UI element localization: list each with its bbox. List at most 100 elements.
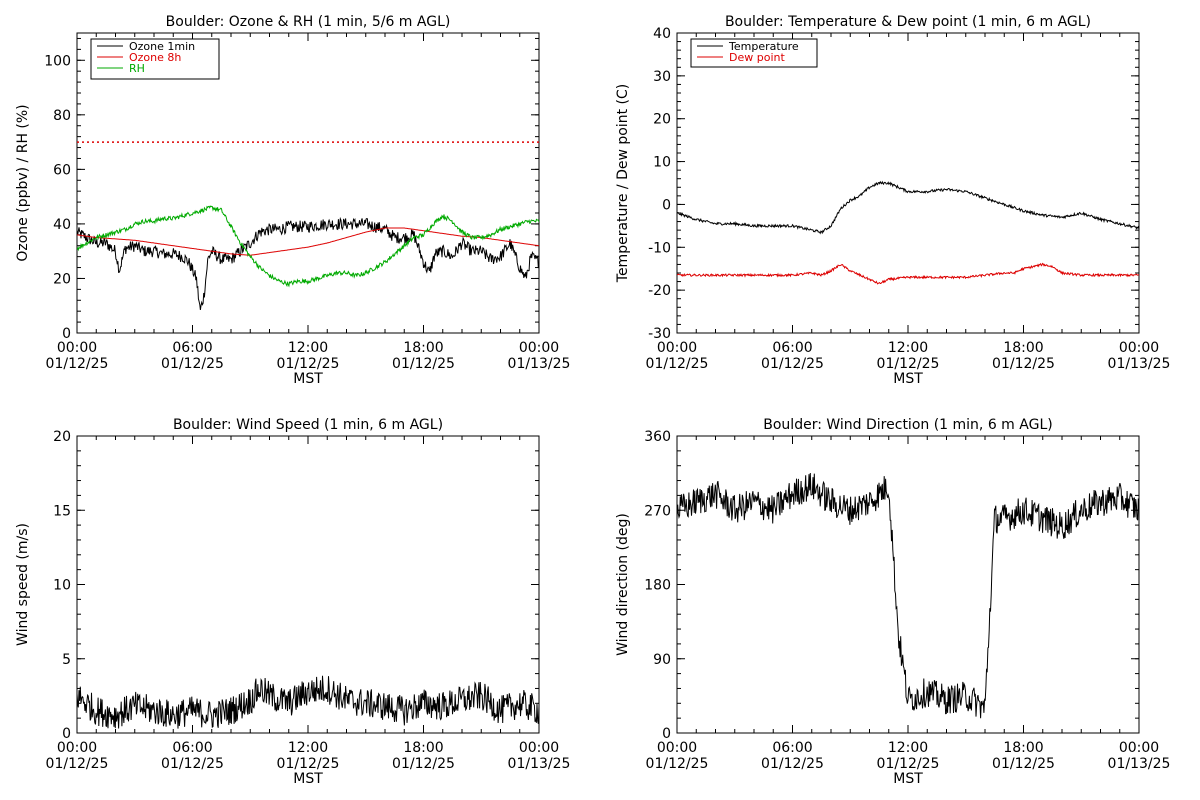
- x-tick-date-label: 01/13/25: [1108, 356, 1171, 372]
- legend-box: [690, 38, 818, 68]
- x-axis-label: MST: [293, 771, 323, 787]
- x-tick-date-label: 01/13/25: [1108, 756, 1171, 772]
- legend-entry: Ozone 8h: [129, 51, 181, 64]
- x-tick-date-label: 01/12/25: [646, 356, 709, 372]
- x-tick-label: 06:00: [172, 340, 212, 356]
- chart-panel-wind_dir: Boulder: Wind Direction (1 min, 6 m AGL)…: [615, 417, 1170, 787]
- series-line-ozone-8h: [77, 227, 539, 256]
- y-axis-label: Ozone (ppbv) / RH (%): [15, 104, 31, 261]
- y-tick-label: 40: [653, 26, 671, 42]
- y-tick-label: 60: [53, 162, 71, 178]
- x-tick-date-label: 01/12/25: [877, 356, 940, 372]
- x-tick-label: 00:00: [57, 740, 97, 756]
- y-tick-label: 10: [53, 578, 71, 594]
- series-line-rh: [77, 205, 539, 288]
- series-line-dew-point: [677, 262, 1139, 285]
- y-tick-label: 90: [653, 652, 671, 668]
- x-tick-date-label: 01/12/25: [161, 356, 224, 372]
- x-tick-date-label: 01/12/25: [46, 756, 109, 772]
- x-tick-date-label: 01/12/25: [392, 356, 455, 372]
- series-line-temperature: [677, 180, 1139, 235]
- x-axis-label: MST: [293, 371, 323, 387]
- x-axis-label: MST: [893, 371, 923, 387]
- y-axis-label: Wind speed (m/s): [15, 523, 31, 646]
- x-tick-date-label: 01/13/25: [508, 356, 571, 372]
- x-tick-label: 18:00: [1003, 340, 1043, 356]
- legend-entry: Dew point: [729, 51, 785, 64]
- y-tick-label: 0: [62, 726, 71, 742]
- x-tick-label: 00:00: [657, 740, 697, 756]
- y-tick-label: 0: [662, 197, 671, 213]
- x-tick-label: 06:00: [772, 340, 812, 356]
- x-tick-date-label: 01/12/25: [992, 756, 1055, 772]
- x-tick-label: 12:00: [288, 340, 328, 356]
- plot-area: [77, 675, 539, 729]
- series-line-ozone-1min: [77, 216, 539, 310]
- y-tick-label: 10: [653, 155, 671, 171]
- x-axis-label: MST: [893, 771, 923, 787]
- chart-panel-ozone_rh: Boulder: Ozone & RH (1 min, 5/6 m AGL)00…: [15, 14, 570, 387]
- y-tick-label: -10: [648, 240, 671, 256]
- x-tick-label: 18:00: [403, 740, 443, 756]
- x-tick-label: 12:00: [888, 740, 928, 756]
- x-tick-label: 00:00: [1119, 340, 1159, 356]
- x-tick-label: 00:00: [1119, 740, 1159, 756]
- x-tick-date-label: 01/13/25: [508, 756, 571, 772]
- y-tick-label: 360: [644, 429, 671, 445]
- legend-entry: RH: [129, 62, 145, 75]
- plot-frame: [676, 32, 1140, 334]
- y-tick-label: 40: [53, 217, 71, 233]
- x-tick-date-label: 01/12/25: [646, 756, 709, 772]
- plot-area: [77, 141, 539, 310]
- legend-entry: Temperature: [728, 40, 799, 53]
- legend-entry: Ozone 1min: [129, 40, 195, 53]
- y-tick-label: 180: [644, 578, 671, 594]
- y-tick-label: 0: [62, 326, 71, 342]
- chart-title: Boulder: Wind Speed (1 min, 6 m AGL): [173, 417, 443, 433]
- x-tick-date-label: 01/12/25: [277, 756, 340, 772]
- y-tick-label: 20: [653, 112, 671, 128]
- x-tick-label: 18:00: [403, 340, 443, 356]
- x-tick-date-label: 01/12/25: [992, 356, 1055, 372]
- plot-area: [677, 180, 1139, 285]
- x-tick-date-label: 01/12/25: [277, 356, 340, 372]
- y-tick-label: 100: [44, 53, 71, 69]
- x-tick-label: 06:00: [172, 740, 212, 756]
- series-line-wind_dir: [677, 472, 1139, 719]
- x-tick-date-label: 01/12/25: [761, 356, 824, 372]
- x-tick-label: 00:00: [519, 740, 559, 756]
- chart-title: Boulder: Temperature & Dew point (1 min,…: [725, 14, 1091, 30]
- y-axis-label: Temperature / Dew point (C): [615, 84, 631, 283]
- x-tick-date-label: 01/12/25: [877, 756, 940, 772]
- y-tick-label: -20: [648, 283, 671, 299]
- y-tick-label: 270: [644, 503, 671, 519]
- x-tick-label: 18:00: [1003, 740, 1043, 756]
- x-tick-date-label: 01/12/25: [392, 756, 455, 772]
- x-tick-label: 12:00: [888, 340, 928, 356]
- x-tick-label: 06:00: [772, 740, 812, 756]
- y-tick-label: 15: [53, 503, 71, 519]
- y-tick-label: 30: [653, 69, 671, 85]
- y-tick-label: 20: [53, 429, 71, 445]
- x-tick-label: 00:00: [57, 340, 97, 356]
- series-line-wind_speed: [77, 675, 539, 729]
- y-tick-label: 0: [662, 726, 671, 742]
- chart-title: Boulder: Ozone & RH (1 min, 5/6 m AGL): [166, 14, 451, 30]
- x-tick-label: 12:00: [288, 740, 328, 756]
- x-tick-date-label: 01/12/25: [761, 756, 824, 772]
- y-tick-label: 5: [62, 652, 71, 668]
- x-tick-date-label: 01/12/25: [161, 756, 224, 772]
- chart-panel-temp_dew: Boulder: Temperature & Dew point (1 min,…: [615, 14, 1170, 387]
- y-tick-label: 80: [53, 108, 71, 124]
- x-tick-label: 00:00: [657, 340, 697, 356]
- x-tick-date-label: 01/12/25: [46, 356, 109, 372]
- y-tick-label: 20: [53, 271, 71, 287]
- y-tick-label: -30: [648, 326, 671, 342]
- y-axis-label: Wind direction (deg): [615, 513, 631, 656]
- chart-title: Boulder: Wind Direction (1 min, 6 m AGL): [763, 417, 1052, 433]
- plot-area: [677, 472, 1139, 719]
- chart-panel-wind_speed: Boulder: Wind Speed (1 min, 6 m AGL) 00:0…: [15, 417, 570, 787]
- x-tick-label: 00:00: [519, 340, 559, 356]
- plot-frame: [676, 435, 1140, 734]
